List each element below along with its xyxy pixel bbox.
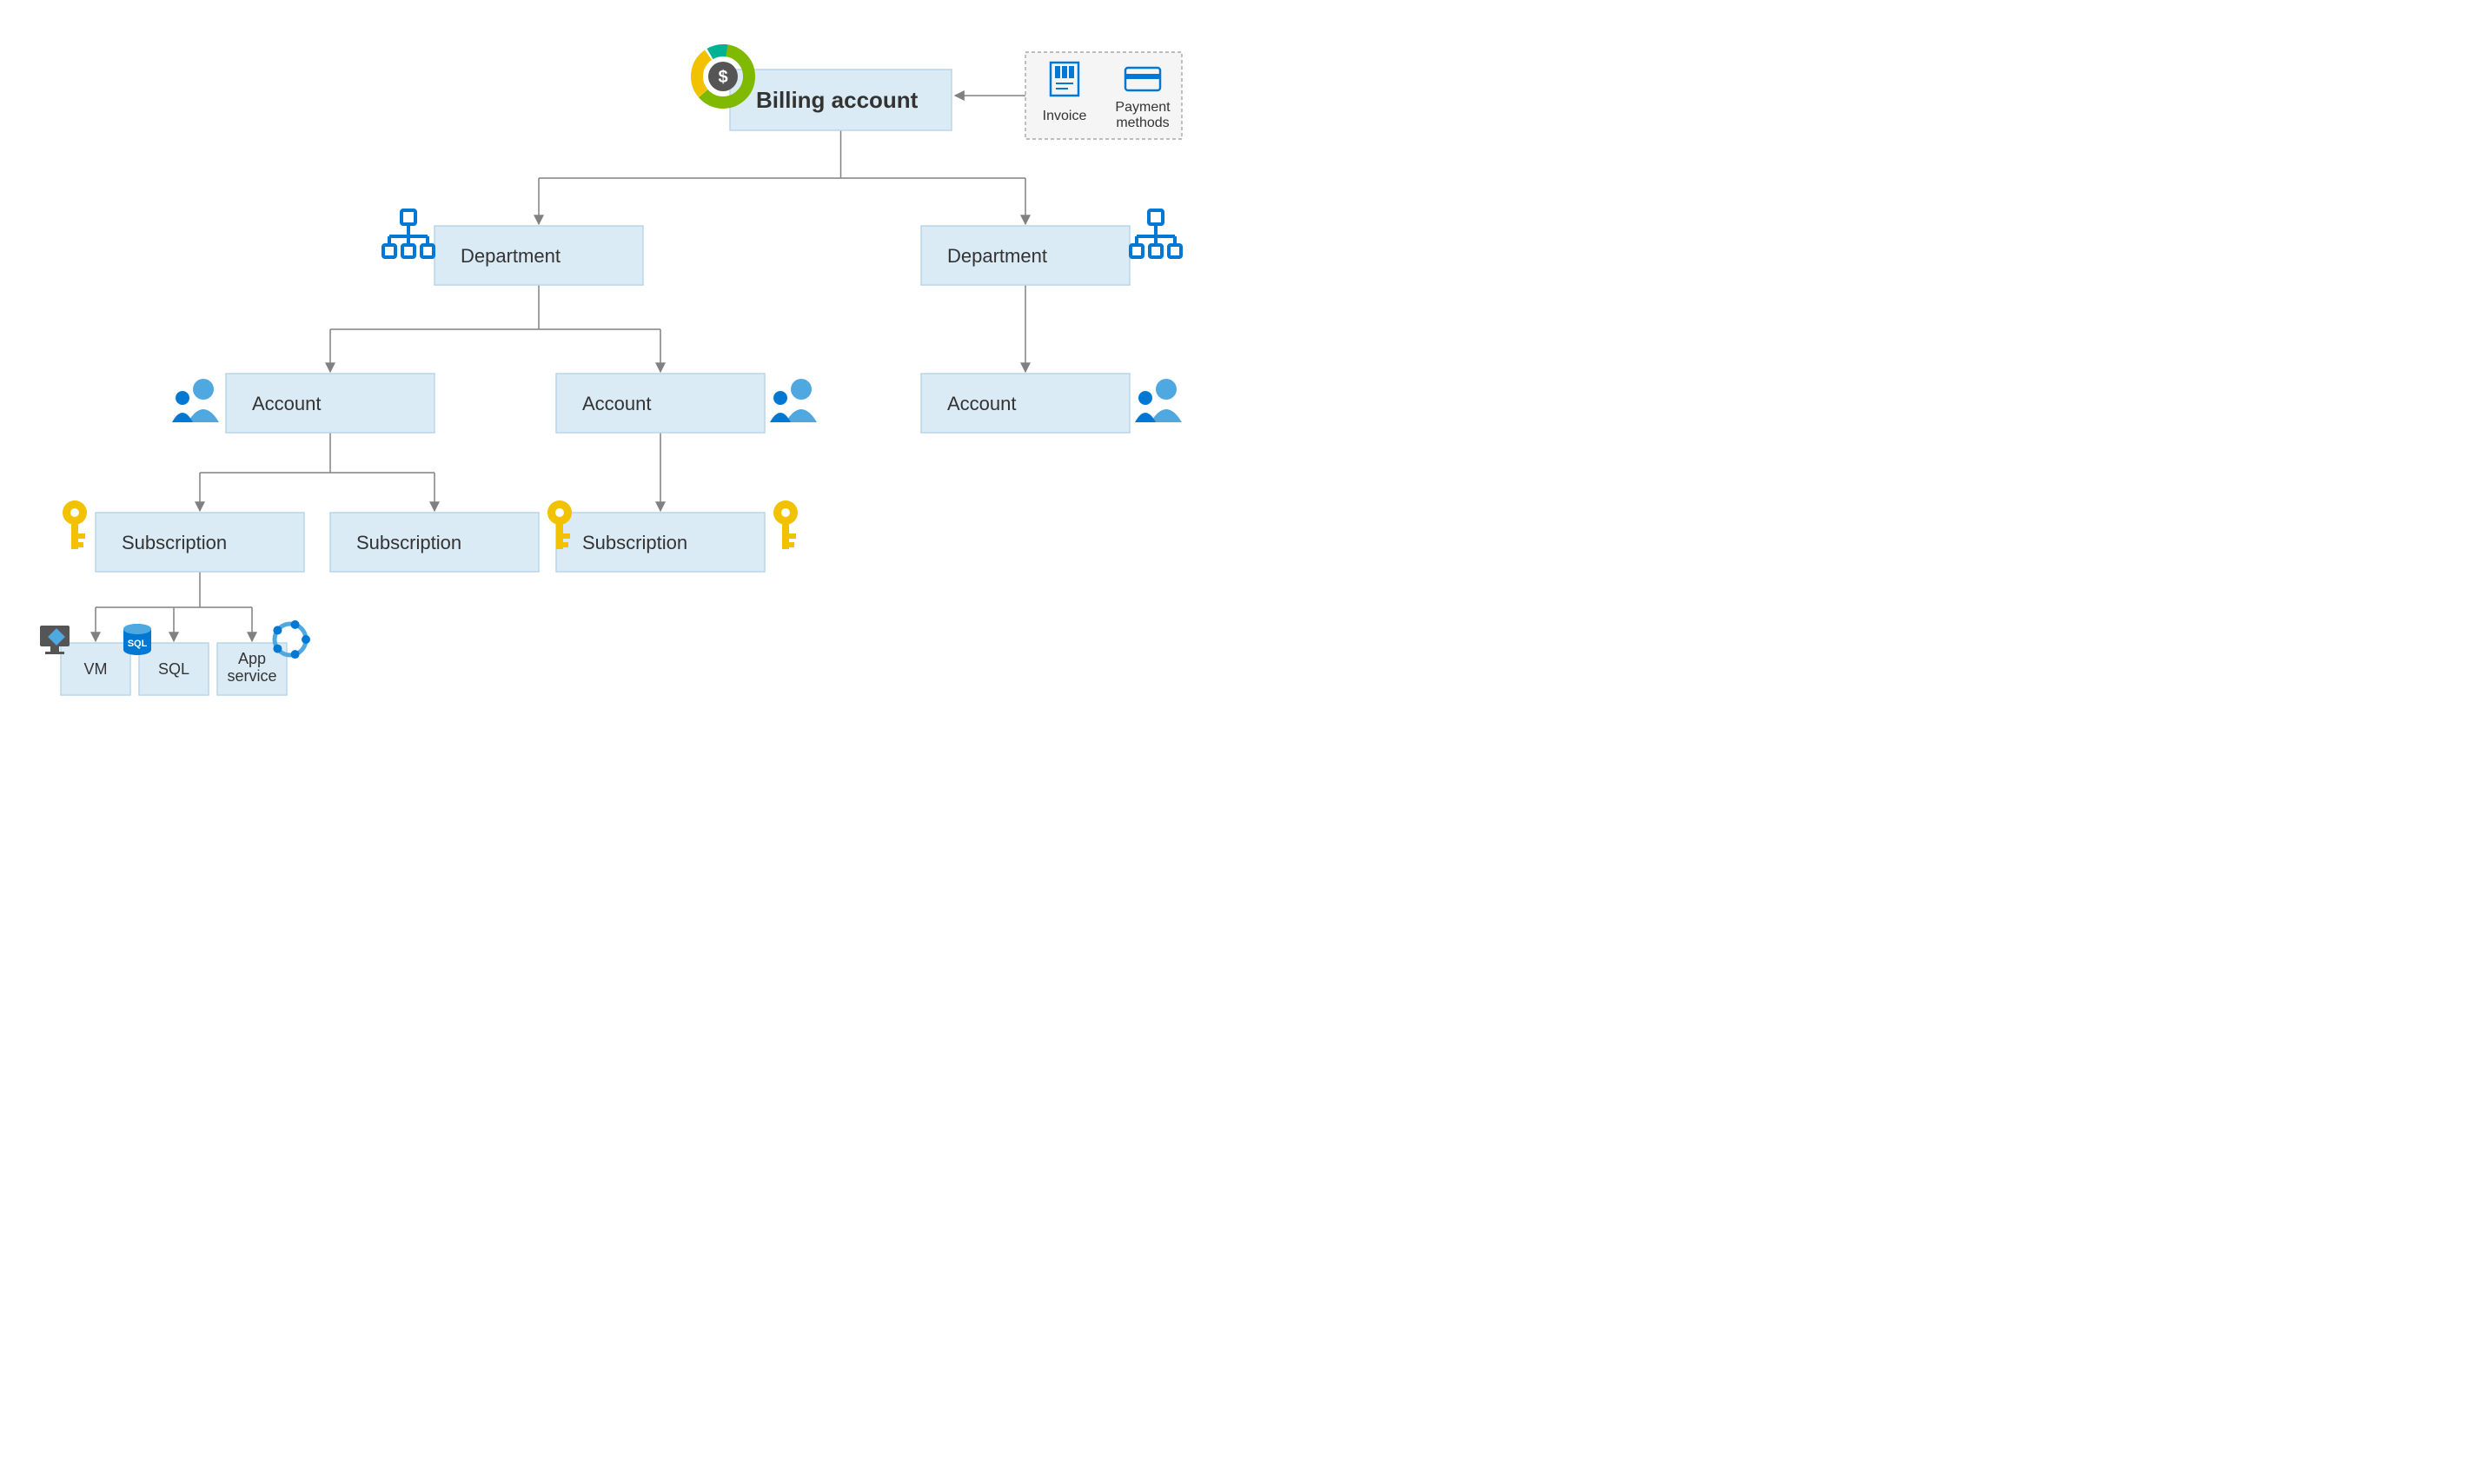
diagram-root: Invoice Paymentmethods Billing account Depa… [0,0,2468,805]
node-label: Department [461,245,561,267]
svg-text:$: $ [718,68,727,87]
people-icon [770,379,817,422]
svg-text:methods: methods [1116,116,1169,130]
svg-text:VM: VM [84,660,108,678]
node-acct3: Account [921,374,1130,433]
node-label: Account [582,393,652,414]
svg-text:SQL: SQL [128,639,148,649]
node-acct1: Account [226,374,435,433]
svg-text:App: App [238,650,266,667]
node-dept2: Department [921,226,1130,285]
node-dept1: Department [435,226,643,285]
node-label: Subscription [356,532,461,553]
app-icon [273,620,310,659]
org-icon [383,210,434,257]
hierarchy-diagram: Invoice Paymentmethods Billing account Depa… [0,0,1345,805]
node-acct2: Account [556,374,765,433]
node-label: Billing account [756,87,919,113]
node-layer: Invoice Paymentmethods Billing account Depa… [61,52,1182,695]
aux-box: Invoice Paymentmethods [1025,52,1182,139]
org-icon [1131,210,1181,257]
node-label: Account [947,393,1017,414]
svg-text:SQL: SQL [158,660,189,678]
key-icon [773,500,798,549]
node-label: Subscription [582,532,687,553]
svg-text:Invoice: Invoice [1043,109,1087,123]
node-label: Account [252,393,322,414]
node-sub1: Subscription [96,513,304,572]
node-sub3: Subscription [556,513,765,572]
svg-text:Payment: Payment [1115,100,1171,115]
sql-icon: SQL [123,624,151,655]
node-sub2: Subscription [330,513,539,572]
node-label: Subscription [122,532,227,553]
node-vm: VM [61,643,130,695]
people-icon [172,379,219,422]
key-icon [63,500,87,549]
node-label: Department [947,245,1047,267]
svg-text:service: service [227,667,276,685]
people-icon [1135,379,1182,422]
node-billing: Billing account [730,70,952,130]
